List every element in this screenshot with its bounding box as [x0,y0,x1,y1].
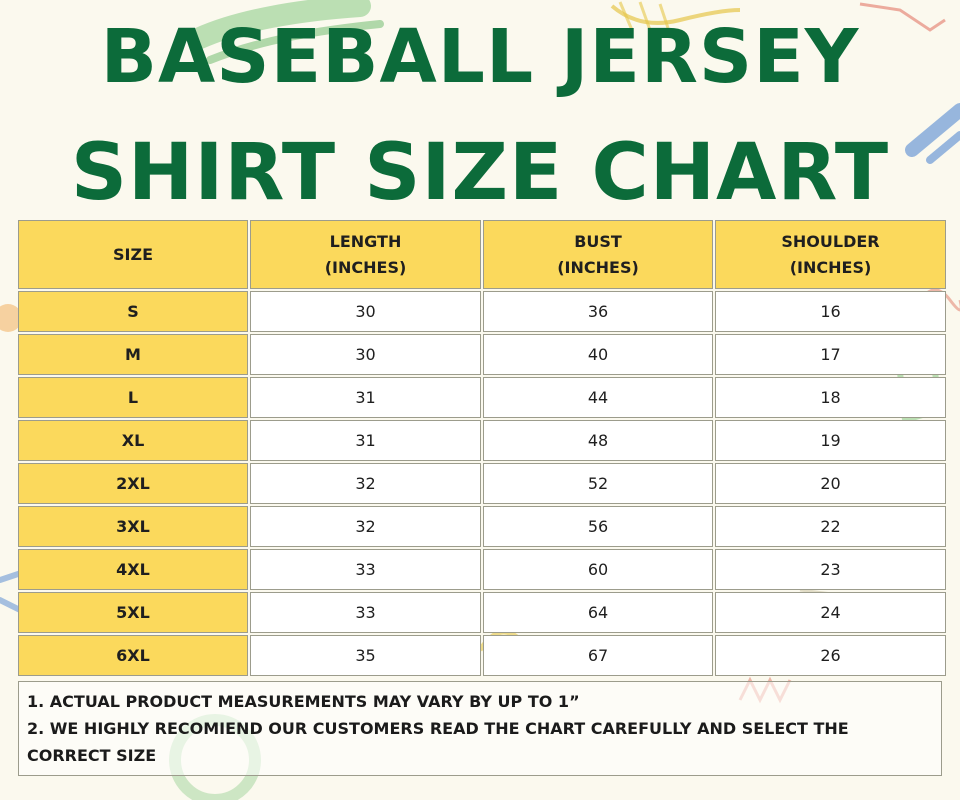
row-shoulder: 18 [715,377,946,418]
row-shoulder: 22 [715,506,946,547]
row-bust: 52 [483,463,713,504]
row-length: 33 [250,549,481,590]
row-bust: 40 [483,334,713,375]
row-size: S [18,291,248,332]
header-shoulder-unit: (INCHES) [789,257,872,277]
row-length: 33 [250,592,481,633]
row-length: 31 [250,377,481,418]
row-size: M [18,334,248,375]
row-length: 30 [250,334,481,375]
row-length: 32 [250,506,481,547]
row-size: 2XL [18,463,248,504]
row-size: L [18,377,248,418]
size-chart-table: SIZE LENGTH (INCHES) BUST (INCHES) SHOUL… [18,220,946,676]
header-length-unit: (INCHES) [324,257,407,277]
title-line-2: SHIRT SIZE CHART [70,128,890,218]
row-bust: 48 [483,420,713,461]
row-bust: 44 [483,377,713,418]
header-length-label: LENGTH [329,231,402,251]
row-shoulder: 24 [715,592,946,633]
row-size: 4XL [18,549,248,590]
row-length: 30 [250,291,481,332]
row-size: 3XL [18,506,248,547]
notes-box: 1. ACTUAL PRODUCT MEASUREMENTS MAY VARY … [18,681,942,776]
header-bust-unit: (INCHES) [557,257,639,277]
row-bust: 36 [483,291,713,332]
row-length: 31 [250,420,481,461]
header-length: LENGTH (INCHES) [250,220,481,289]
row-shoulder: 19 [715,420,946,461]
row-size: 6XL [18,635,248,676]
row-shoulder: 16 [715,291,946,332]
row-bust: 60 [483,549,713,590]
note-1: 1. ACTUAL PRODUCT MEASUREMENTS MAY VARY … [27,692,580,711]
row-bust: 67 [483,635,713,676]
header-size-label: SIZE [112,244,153,264]
row-length: 35 [250,635,481,676]
row-shoulder: 26 [715,635,946,676]
header-shoulder-label: SHOULDER [781,231,880,251]
row-shoulder: 20 [715,463,946,504]
title-line-1: BASEBALL JERSEY [100,14,860,100]
note-2: 2. WE HIGHLY RECOMIEND OUR CUSTOMERS REA… [27,719,849,765]
header-size: SIZE [18,220,248,289]
row-length: 32 [250,463,481,504]
row-shoulder: 23 [715,549,946,590]
row-bust: 56 [483,506,713,547]
header-bust-label: BUST [574,231,622,251]
row-size: XL [18,420,248,461]
row-size: 5XL [18,592,248,633]
header-shoulder: SHOULDER (INCHES) [715,220,946,289]
row-shoulder: 17 [715,334,946,375]
row-bust: 64 [483,592,713,633]
header-bust: BUST (INCHES) [483,220,713,289]
